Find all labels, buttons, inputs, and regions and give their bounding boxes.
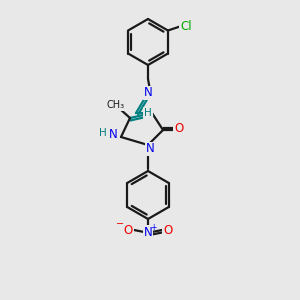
Text: N: N bbox=[146, 142, 154, 155]
Text: CH₃: CH₃ bbox=[107, 100, 125, 110]
Text: N: N bbox=[109, 128, 117, 142]
Text: O: O bbox=[123, 224, 133, 236]
Text: H: H bbox=[144, 108, 152, 118]
Text: N: N bbox=[144, 226, 152, 238]
Text: H: H bbox=[99, 128, 107, 138]
Text: Cl: Cl bbox=[180, 20, 192, 33]
Text: N: N bbox=[144, 86, 152, 100]
Text: O: O bbox=[164, 224, 172, 236]
Text: −: − bbox=[116, 219, 124, 229]
Text: +: + bbox=[150, 224, 156, 232]
Text: O: O bbox=[174, 122, 184, 136]
